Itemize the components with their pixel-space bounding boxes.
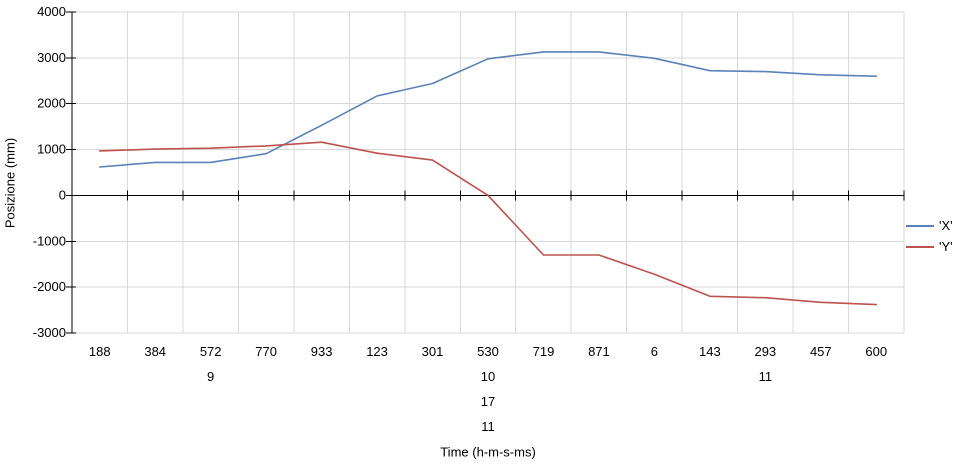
y-tick-label: 3000 (37, 50, 66, 65)
x-tick-sublabel: 17 (481, 394, 495, 409)
x-tick-label: 188 (89, 344, 111, 359)
y-tick-label: 1000 (37, 142, 66, 157)
x-tick-sublabel: 11 (481, 419, 495, 434)
legend-item-y[interactable]: 'Y' (906, 239, 953, 254)
x-tick-label: 301 (422, 344, 444, 359)
x-tick-label: 719 (533, 344, 555, 359)
x-tick-sublabel: 11 (759, 369, 773, 384)
series-x-line-icon (906, 224, 934, 227)
x-tick-label: 457 (810, 344, 832, 359)
x-tick-label: 572 (200, 344, 222, 359)
x-tick-label: 600 (865, 344, 887, 359)
y-tick-label: -1000 (33, 233, 66, 248)
x-axis-title: Time (h-m-s-ms) (440, 444, 536, 460)
legend: 'X' 'Y' (906, 218, 953, 254)
x-tick-label: 770 (255, 344, 277, 359)
y-tick-label: -3000 (33, 325, 66, 340)
y-tick-label: 4000 (37, 4, 66, 19)
legend-item-x[interactable]: 'X' (906, 218, 953, 233)
x-tick-label: 530 (477, 344, 499, 359)
x-tick-label: 6 (651, 344, 658, 359)
x-tick-sublabel: 10 (481, 369, 495, 384)
series-y-line-icon (906, 245, 934, 248)
x-tick-label: 123 (366, 344, 388, 359)
series-line-x (98, 51, 878, 168)
x-tick-label: 933 (311, 344, 333, 359)
legend-label-y: 'Y' (939, 239, 953, 254)
x-tick-label: 871 (588, 344, 610, 359)
legend-label-x: 'X' (939, 218, 953, 233)
x-tick-label: 143 (699, 344, 721, 359)
series-line-y (98, 141, 878, 306)
x-tick-label: 384 (144, 344, 166, 359)
y-axis-title: Posizione (mm) (2, 137, 18, 229)
y-tick-label: 2000 (37, 96, 66, 111)
y-tick-label: 0 (59, 187, 66, 202)
x-tick-sublabel: 9 (207, 369, 214, 384)
y-tick-label: -2000 (33, 279, 66, 294)
x-tick-label: 293 (754, 344, 776, 359)
